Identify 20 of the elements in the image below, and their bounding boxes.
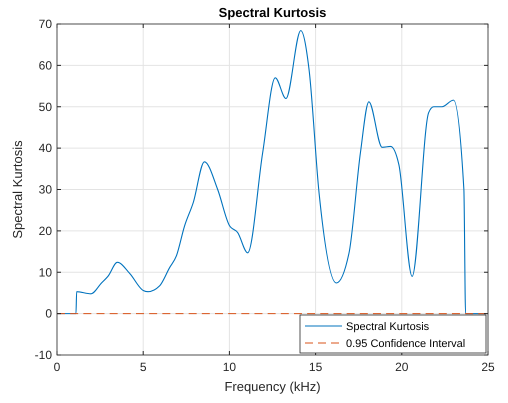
y-tick-label: 50 [38,100,52,114]
x-tick-label: 15 [308,360,323,374]
y-tick-label: 10 [38,265,52,280]
chart-title: Spectral Kurtosis [218,5,326,20]
y-tick-label: 60 [38,58,52,72]
y-tick-label: 70 [38,17,52,31]
x-tick-label: 0 [54,360,61,374]
y-tick-label: 20 [38,224,52,238]
y-tick-label: 0 [45,306,52,321]
x-tick-label: 20 [395,360,409,374]
legend-label: Spectral Kurtosis [346,321,430,333]
y-tick-label: -10 [34,348,52,362]
x-axis-title: Frequency (kHz) [224,379,321,394]
x-tick-label: 5 [140,360,147,374]
y-tick-label: 40 [38,141,52,156]
y-axis-title: Spectral Kurtosis [10,140,25,239]
x-tick-label: 25 [481,360,495,374]
legend-label: 0.95 Confidence Interval [346,338,466,350]
x-tick-label: 10 [222,360,236,374]
y-tick-label: 30 [38,182,52,196]
